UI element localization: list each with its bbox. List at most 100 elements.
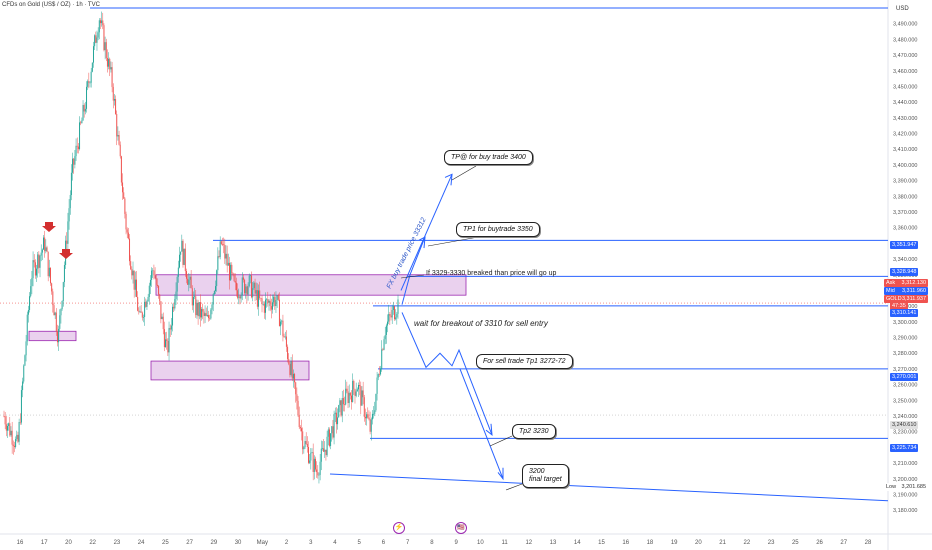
x-tick-label: 12 (525, 540, 532, 546)
candle-body (74, 156, 76, 165)
candle-body (118, 135, 120, 145)
mid-value: 3,311.960 (901, 288, 926, 294)
tag-3328: 3,328.948 (890, 268, 919, 276)
candle-body (316, 469, 318, 473)
candle-body (178, 254, 180, 268)
candle-body (310, 452, 312, 461)
candle-body (8, 423, 10, 427)
candle-body (92, 46, 94, 63)
y-tick-label: 3,250.000 (893, 398, 917, 404)
callout-final-target[interactable]: 3200 final target (522, 464, 569, 488)
x-tick-label: 15 (598, 540, 605, 546)
callout-tp2-3230[interactable]: Tp2 3230 (512, 424, 556, 439)
callout-tp-buy-3400[interactable]: TP@ for buy trade 3400 (444, 150, 533, 165)
candle-body (106, 58, 108, 67)
candle-body (217, 256, 219, 271)
y-tick-label: 3,450.000 (893, 84, 917, 90)
candle-body (156, 284, 158, 286)
callout-connector (505, 483, 523, 491)
candle-body (36, 268, 38, 276)
candle-body (95, 35, 97, 43)
candle-body (290, 361, 292, 375)
y-tick-label: 3,410.000 (893, 147, 917, 153)
candle-body (234, 280, 236, 283)
candle-body (197, 302, 199, 317)
sell-signal-arrow-icon (59, 249, 73, 259)
y-tick-label: 3,380.000 (893, 194, 917, 200)
candle-body (267, 299, 269, 303)
y-tick-label: 3,400.000 (893, 163, 917, 169)
candle-body (187, 278, 189, 285)
candle-body (331, 426, 333, 434)
note-sell-wait: wait for breakout of 3310 for sell entry (414, 319, 548, 328)
candle-body (55, 312, 57, 332)
arrow-head (418, 236, 426, 249)
candle-body (23, 365, 25, 382)
tag-3225: 3,225.734 (890, 444, 919, 452)
candle-body (194, 296, 196, 297)
candle-body (346, 388, 348, 392)
final-target-label: final target (529, 476, 562, 483)
candle-body (63, 264, 65, 283)
x-tick-label: 2 (285, 540, 289, 546)
candle-body (43, 237, 45, 250)
candle-body (337, 417, 339, 425)
candle-body (90, 71, 92, 83)
us-flag-event-icon[interactable]: 🇺🇸 (455, 522, 467, 534)
candle-body (172, 306, 174, 326)
arrow-head (444, 173, 453, 186)
candle-body (129, 238, 131, 262)
candle-body (259, 290, 261, 299)
candle-body (144, 301, 146, 318)
axis-unit: USD (896, 6, 909, 12)
candle-body (244, 279, 246, 294)
candle-body (10, 430, 12, 436)
y-tick-label: 3,200.000 (893, 477, 917, 483)
candle-body (127, 232, 129, 239)
y-tick-label: 3,370.000 (893, 210, 917, 216)
candle-body (367, 414, 369, 418)
candle-body (181, 240, 183, 252)
candle-body (88, 81, 90, 83)
candle-body (142, 317, 144, 318)
candle-body (19, 422, 21, 423)
candle-body (213, 290, 215, 295)
candle-body (53, 305, 55, 316)
y-tick-label: 3,260.000 (893, 383, 917, 389)
candle-body (319, 461, 321, 475)
candle-body (6, 426, 8, 431)
x-tick-label: 6 (382, 540, 386, 546)
callout-tp1-buy-3350[interactable]: TP1 for buytrade 3350 (456, 222, 540, 237)
x-tick-label: 5 (358, 540, 362, 546)
candle-body (219, 241, 221, 258)
candle-body (253, 282, 255, 289)
candle-body (382, 349, 384, 350)
candle-body (215, 286, 217, 291)
candle-body (115, 99, 117, 115)
candle-body (169, 328, 171, 330)
candle-body (265, 299, 267, 313)
candle-body (191, 288, 193, 306)
candle-body (289, 363, 291, 375)
candle-body (258, 290, 260, 307)
candle-body (251, 275, 253, 298)
mid-label: Mid (886, 288, 895, 294)
candle-body (152, 270, 154, 272)
x-tick-label: 27 (186, 540, 193, 546)
y-tick-label: 3,430.000 (893, 116, 917, 122)
x-tick-label: 21 (719, 540, 726, 546)
candle-body (31, 278, 33, 287)
lightning-event-icon[interactable]: ⚡ (393, 522, 405, 534)
candle-body (18, 422, 20, 442)
candle-body (82, 104, 84, 121)
candle-body (33, 260, 35, 263)
candle-body (368, 417, 370, 420)
candle-body (66, 240, 68, 244)
candle-body (9, 423, 11, 436)
callout-sell-tp1[interactable]: For sell trade Tp1 3272-72 (476, 354, 573, 369)
candle-body (120, 156, 122, 183)
candle-body (58, 328, 60, 343)
candle-body (101, 20, 103, 24)
candle-body (376, 377, 378, 394)
